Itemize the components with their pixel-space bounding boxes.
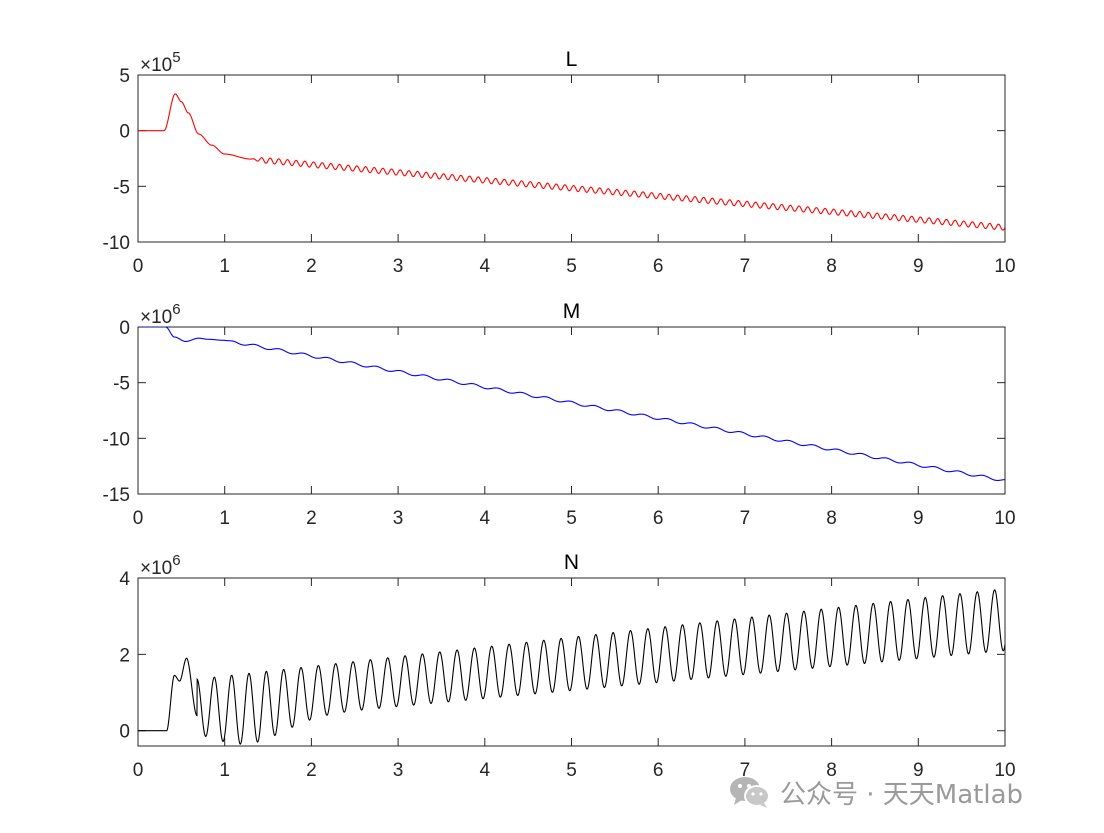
y-exponent-label: ×106 [140, 301, 181, 328]
x-tick-label: 1 [219, 760, 230, 781]
x-tick-label: 5 [566, 508, 577, 529]
x-tick-label: 10 [994, 508, 1015, 529]
y-tick-label: -5 [113, 177, 130, 198]
x-tick-label: 2 [306, 256, 317, 277]
y-tick-label: -15 [103, 485, 130, 506]
x-tick-label: 8 [826, 508, 837, 529]
x-tick-label: 3 [393, 256, 404, 277]
y-tick-label: 5 [119, 66, 130, 87]
x-tick-label: 0 [133, 508, 144, 529]
y-exponent-power: 6 [172, 301, 180, 318]
subplot-title: N [564, 551, 579, 574]
x-tick-label: 7 [740, 256, 751, 277]
plot-area [137, 577, 1006, 747]
y-tick-label: 0 [119, 318, 130, 339]
x-tick-label: 9 [913, 508, 924, 529]
y-exponent-base: ×10 [140, 55, 172, 76]
x-tick-label: 9 [913, 760, 924, 781]
x-tick-label: 1 [219, 256, 230, 277]
x-tick-label: 6 [653, 508, 664, 529]
x-tick-label: 8 [826, 256, 837, 277]
x-tick-label: 6 [653, 256, 664, 277]
subplot-title: M [563, 300, 581, 323]
x-tick-label: 1 [219, 508, 230, 529]
y-exponent-label: ×105 [140, 49, 181, 76]
y-tick-label: -10 [103, 233, 130, 254]
y-tick-label: 0 [119, 722, 130, 743]
x-tick-label: 7 [740, 760, 751, 781]
watermark-text: 公众号 · 天天Matlab [780, 779, 1024, 810]
y-tick-label: 0 [119, 122, 130, 143]
x-tick-label: 7 [740, 508, 751, 529]
x-tick-label: 2 [306, 508, 317, 529]
y-tick-label: 4 [119, 569, 130, 590]
x-tick-label: 10 [994, 256, 1015, 277]
x-tick-label: 2 [306, 760, 317, 781]
x-tick-label: 10 [994, 760, 1015, 781]
x-tick-label: 3 [393, 508, 404, 529]
y-tick-label: 2 [119, 645, 130, 666]
y-exponent-label: ×106 [140, 552, 181, 579]
wechat-icon [730, 777, 770, 808]
subplot-m: 0 1 2 3 4 5 6 7 8 9 100-5-10-15M×106 [103, 300, 1016, 529]
x-tick-label: 4 [480, 508, 491, 529]
x-tick-label: 9 [913, 256, 924, 277]
series-line-m [138, 327, 1005, 481]
x-tick-label: 3 [393, 760, 404, 781]
subplot-title: L [566, 48, 578, 71]
x-tick-label: 0 [133, 256, 144, 277]
x-tick-label: 4 [480, 256, 491, 277]
plot-area [137, 326, 1006, 495]
y-exponent-base: ×10 [140, 307, 172, 328]
x-tick-label: 0 [133, 760, 144, 781]
y-exponent-power: 6 [172, 552, 180, 569]
y-tick-label: -5 [113, 374, 130, 395]
plot-area [137, 74, 1006, 243]
x-tick-label: 5 [566, 760, 577, 781]
watermark: 公众号 · 天天Matlab [728, 772, 1023, 812]
series-line-n [138, 589, 1005, 745]
y-exponent-power: 5 [172, 49, 180, 66]
y-exponent-base: ×10 [140, 558, 172, 579]
x-tick-label: 8 [826, 760, 837, 781]
x-tick-label: 4 [480, 760, 491, 781]
series-line-l [138, 93, 1005, 231]
y-tick-label: -10 [103, 429, 130, 450]
x-tick-label: 5 [566, 256, 577, 277]
x-tick-label: 6 [653, 760, 664, 781]
